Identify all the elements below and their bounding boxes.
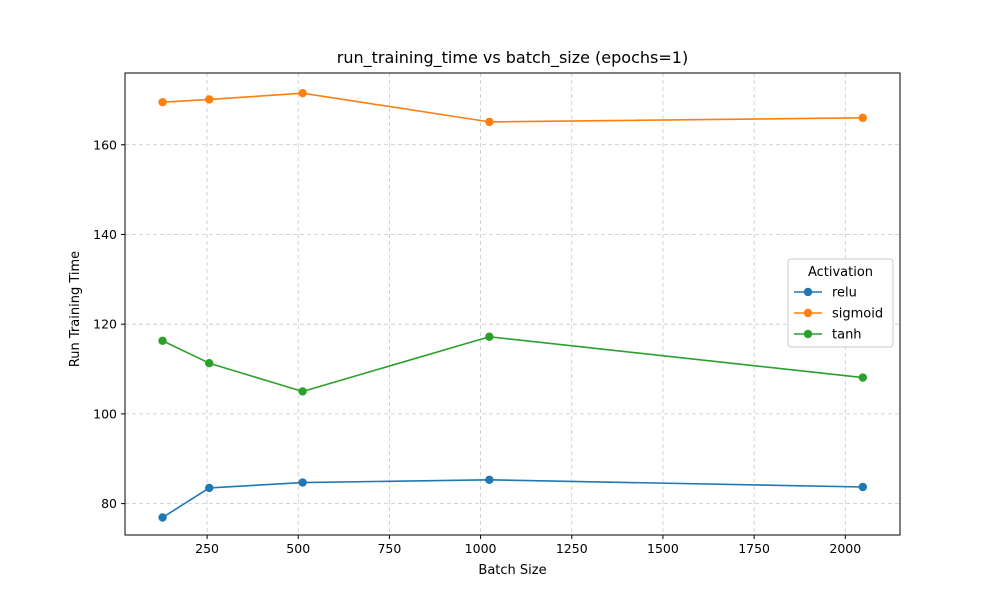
data-point-sigmoid [485, 117, 494, 127]
legend-item-tanh: tanh [794, 328, 862, 343]
x-tick-label: 1000 [465, 541, 497, 556]
plot-area [124, 72, 901, 536]
legend-label-relu: relu [832, 286, 857, 301]
data-point-tanh [158, 336, 167, 345]
x-tick-label: 1250 [556, 541, 588, 556]
data-point-relu [158, 513, 167, 522]
series-sigmoid [158, 88, 867, 127]
data-point-tanh [205, 359, 214, 368]
y-tick-label: 80 [101, 496, 117, 511]
data-point-sigmoid [858, 113, 867, 123]
y-tick-label: 100 [93, 406, 117, 421]
legend-item-relu: relu [794, 286, 857, 301]
series-tanh [158, 332, 867, 396]
legend-label-sigmoid: sigmoid [832, 307, 883, 322]
data-point-relu [858, 482, 867, 492]
legend-title: Activation [808, 265, 873, 280]
series-relu [158, 475, 867, 522]
y-tick-label: 140 [93, 227, 117, 242]
legend-marker-relu [803, 287, 813, 297]
legend-item-sigmoid: sigmoid [794, 307, 883, 322]
x-tick-label: 1500 [647, 541, 679, 556]
x-tick-label: 750 [377, 541, 401, 556]
x-axis-label: Batch Size [478, 563, 546, 578]
y-axis-label: Run Training Time [68, 251, 83, 367]
data-point-relu [298, 478, 307, 487]
x-tick-label: 2000 [829, 541, 861, 556]
series-group [158, 88, 867, 522]
x-tick-label: 500 [286, 541, 310, 556]
data-point-sigmoid [205, 95, 214, 104]
data-point-sigmoid [298, 88, 307, 98]
data-point-sigmoid [158, 97, 167, 107]
x-tick-label: 1750 [738, 541, 770, 556]
data-point-relu [485, 475, 494, 485]
y-axis: 80 100 120 140 160 [93, 137, 125, 511]
legend-marker-sigmoid [803, 308, 813, 318]
legend: Activation relu sigmoid tanh [787, 258, 894, 348]
y-tick-label: 160 [93, 137, 117, 152]
data-point-tanh [858, 373, 867, 382]
legend-label-tanh: tanh [832, 328, 862, 343]
grid [125, 73, 900, 535]
data-point-tanh [485, 332, 494, 341]
data-point-relu [205, 483, 214, 493]
data-point-tanh [298, 387, 307, 396]
legend-box [787, 258, 894, 348]
chart-title: run_training_time vs batch_size (epochs=… [337, 48, 688, 68]
x-tick-label: 250 [195, 541, 219, 556]
y-tick-label: 120 [93, 317, 117, 332]
legend-marker-tanh [803, 329, 813, 339]
x-axis: 250 500 750 1000 1250 1500 1750 2000 [195, 535, 861, 556]
